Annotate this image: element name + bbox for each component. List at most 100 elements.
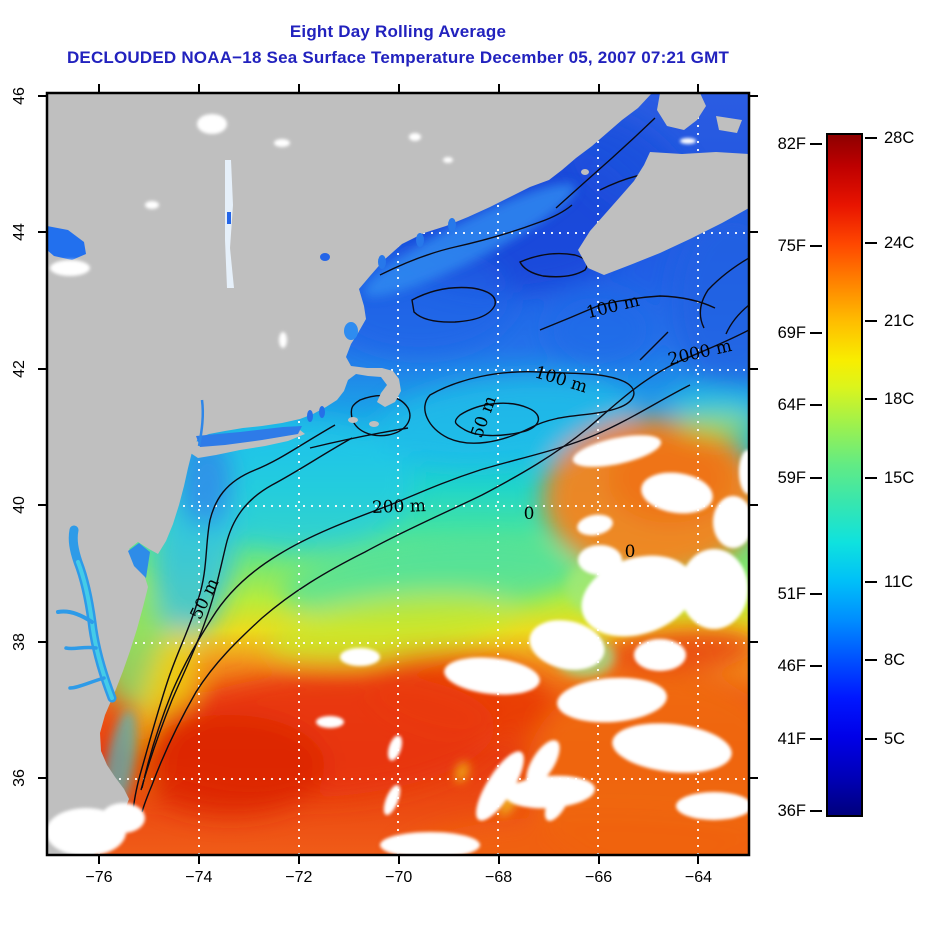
- y-tick-label: 38: [11, 632, 28, 651]
- contour-label: 0: [523, 504, 535, 524]
- y-tick-right: [749, 367, 758, 370]
- x-tick-top: [497, 84, 500, 93]
- x-tick-bottom: [697, 855, 700, 864]
- colorbar-label-c: 24C: [884, 233, 915, 252]
- x-tick-label: −72: [285, 869, 313, 886]
- island-grand-manan: [581, 169, 589, 175]
- lake-ontario: [47, 226, 86, 260]
- x-tick-label: −66: [584, 869, 613, 886]
- x-tick-label: −64: [684, 869, 713, 886]
- x-tick-top: [697, 84, 700, 93]
- colorbar-tick-f: [810, 143, 822, 146]
- x-tick-top: [197, 84, 200, 93]
- x-tick-top: [397, 84, 400, 93]
- colorbar-label-c: 5C: [884, 729, 906, 748]
- colorbar-label-f: 59F: [777, 468, 806, 487]
- contour-label: 200 m: [371, 496, 427, 518]
- x-tick-bottom: [297, 855, 300, 864]
- colorbar-tick-f: [810, 737, 822, 740]
- inland-water: [47, 160, 456, 703]
- x-tick-top: [597, 84, 600, 93]
- island-marthas-vineyard: [348, 417, 358, 423]
- colorbar-tick-c: [865, 476, 877, 479]
- x-tick-label: −70: [385, 869, 413, 886]
- land-masses: [47, 93, 749, 855]
- colorbar-label-f: 46F: [777, 657, 806, 676]
- contour-label: 100 m: [532, 362, 590, 398]
- colorbar-label-c: 11C: [884, 573, 914, 592]
- x-tick-bottom: [97, 855, 100, 864]
- colorbar-tick-f: [810, 476, 822, 479]
- colorbar-tick-f: [810, 665, 822, 668]
- colorbar-tick-f: [810, 592, 822, 595]
- y-tick-label: 36: [11, 769, 28, 788]
- x-tick-top: [97, 84, 100, 93]
- colorbar-tick-f: [810, 244, 822, 247]
- x-tick-label: −76: [85, 869, 113, 886]
- colorbar-tick-c: [865, 659, 877, 662]
- colorbar-tick-c: [865, 319, 877, 322]
- lake-winnipesaukee: [320, 253, 330, 261]
- contour-label: 0: [624, 542, 636, 562]
- y-tick-right: [749, 777, 758, 780]
- figure-title-line1: Eight Day Rolling Average: [289, 22, 507, 41]
- y-tick-left: [38, 504, 47, 507]
- colorbar-label-f: 75F: [777, 236, 806, 255]
- colorbar-label-c: 21C: [884, 311, 915, 330]
- land-mainland: [47, 93, 652, 855]
- boston-harbor: [344, 322, 358, 340]
- y-tick-left: [38, 777, 47, 780]
- y-tick-label: 46: [11, 87, 28, 105]
- colorbar-gradient: [826, 133, 863, 817]
- hudson-river: [197, 399, 205, 447]
- island-nantucket: [369, 421, 379, 427]
- contour-label: 50 m: [467, 393, 501, 441]
- colorbar-label-f: 69F: [777, 323, 806, 342]
- delaware-bay: [128, 543, 150, 578]
- long-island-sound: [196, 426, 302, 447]
- y-tick-label: 42: [11, 360, 28, 378]
- y-tick-left: [38, 640, 47, 643]
- colorbar-tick-f: [810, 404, 822, 407]
- potomac-river: [56, 609, 94, 624]
- land-nova-scotia: [578, 152, 749, 275]
- x-tick-bottom: [497, 855, 500, 864]
- colorbar-label-c: 8C: [884, 651, 906, 670]
- colorbar-label-c: 28C: [884, 129, 915, 148]
- colorbar-label-f: 51F: [777, 584, 806, 603]
- figure-title-line2: DECLOUDED NOAA−18 Sea Surface Temperatur…: [66, 48, 730, 67]
- y-tick-right: [749, 231, 758, 234]
- colorbar-tick-c: [865, 737, 877, 740]
- y-tick-left: [38, 367, 47, 370]
- x-tick-label: −68: [485, 869, 513, 886]
- colorbar-label-c: 18C: [884, 390, 915, 409]
- contour-label: 2000 m: [666, 335, 734, 371]
- colorbar-tick-f: [810, 810, 822, 813]
- colorbar-label-f: 64F: [777, 396, 806, 415]
- y-tick-label: 40: [11, 496, 28, 515]
- y-tick-left: [38, 95, 47, 97]
- land-cape-split: [716, 116, 742, 133]
- colorbar-tick-c: [865, 137, 877, 140]
- contour-label: 50 m: [186, 575, 224, 623]
- y-tick-left: [38, 231, 47, 234]
- colorbar-label-f: 36F: [777, 802, 806, 821]
- x-tick-top: [297, 84, 300, 93]
- colorbar-tick-c: [865, 398, 877, 401]
- y-tick-right: [749, 504, 758, 507]
- y-tick-right: [749, 95, 758, 97]
- colorbar-label-f: 41F: [777, 729, 806, 748]
- colorbar-tick-c: [865, 241, 877, 244]
- y-tick-label: 44: [11, 223, 28, 242]
- x-tick-bottom: [197, 855, 200, 864]
- colorbar-label-c: 15C: [884, 468, 915, 487]
- colorbar-tick-c: [865, 581, 877, 584]
- x-tick-bottom: [397, 855, 400, 864]
- colorbar-tick-f: [810, 331, 822, 334]
- colorbar-label-f: 82F: [777, 135, 806, 154]
- contour-label: 100 m: [584, 290, 642, 324]
- land-isthmus: [657, 93, 706, 130]
